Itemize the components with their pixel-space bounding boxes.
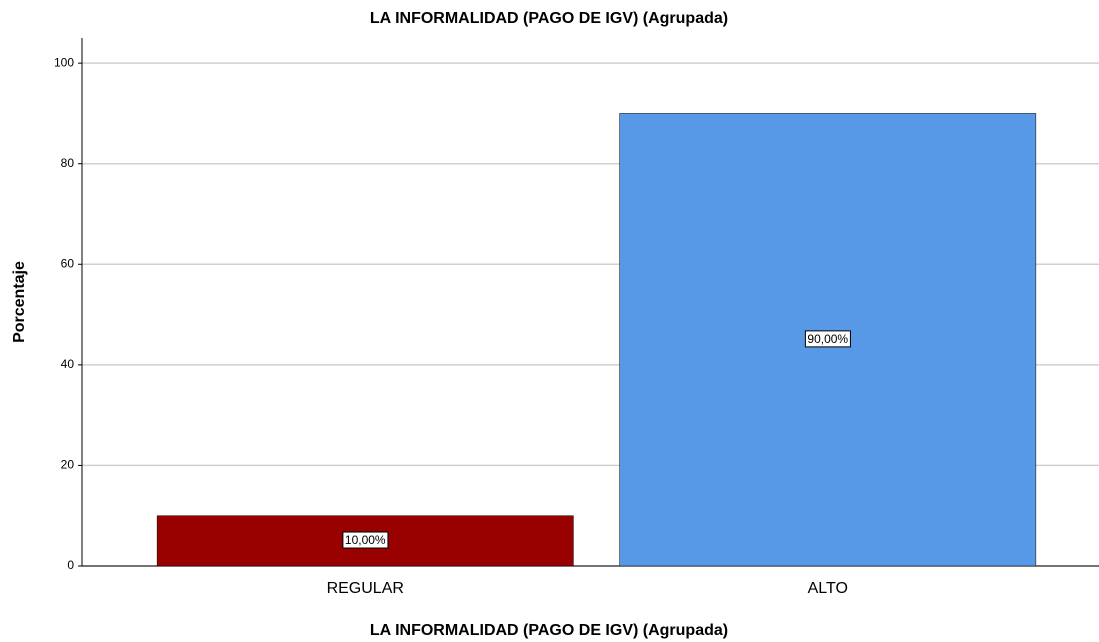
x-axis-label: LA INFORMALIDAD (PAGO DE IGV) (Agrupada) (370, 622, 728, 639)
value-label: 90,00% (807, 332, 848, 346)
chart-title: LA INFORMALIDAD (PAGO DE IGV) (Agrupada) (370, 10, 728, 27)
y-tick-label: 0 (67, 558, 74, 572)
value-label-box (804, 330, 851, 348)
y-axis-label: Porcentaje (11, 261, 28, 343)
y-tick-label: 80 (61, 156, 75, 170)
value-label: 10,00% (345, 533, 386, 547)
y-tick-label: 20 (61, 458, 75, 472)
y-tick-label: 40 (61, 357, 75, 371)
value-label-box (342, 531, 389, 549)
y-tick-label: 100 (54, 55, 74, 69)
y-tick-label: 60 (61, 256, 75, 270)
x-tick-label: REGULAR (327, 580, 404, 597)
x-tick-label: ALTO (808, 580, 848, 597)
